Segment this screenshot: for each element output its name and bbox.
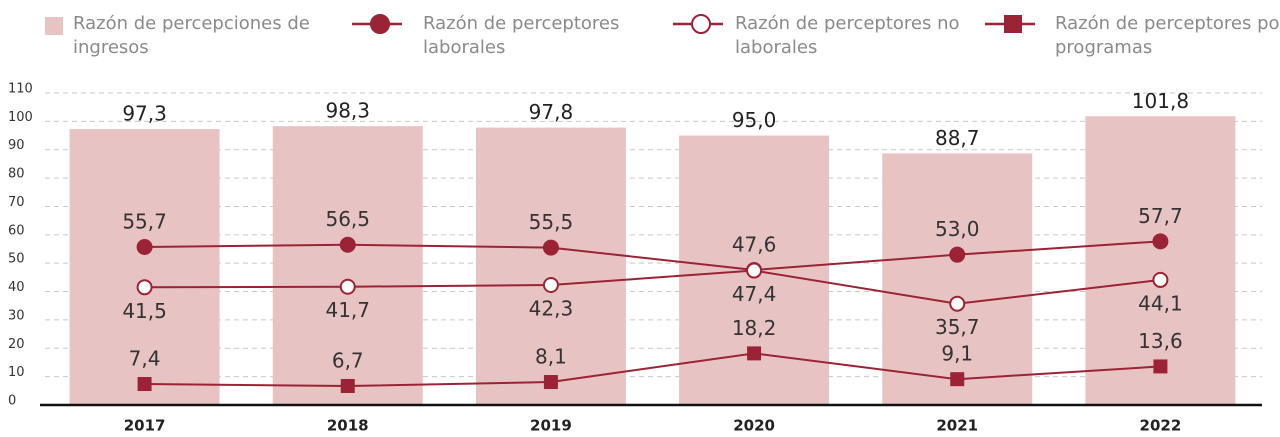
legend-label: Razón de perceptores no laborales [735,13,960,58]
legend-marker [691,14,711,34]
x-tick-label: 2021 [936,417,978,435]
legend-label: Razón de percepciones de ingresos [73,13,310,58]
legend-label: Razón de perceptores laborales [423,13,620,58]
data-label: 35,7 [935,315,980,339]
data-label: 6,7 [332,348,364,372]
y-tick-label: 110 [8,82,33,97]
y-tick-label: 40 [8,280,25,295]
line [144,269,1161,305]
y-tick-label: 60 [8,223,25,238]
point [542,239,559,256]
point [950,372,965,387]
y-tick-label: 90 [8,138,25,153]
point [949,246,966,263]
legend-swatch [45,17,63,35]
y-tick-label: 0 [8,394,16,409]
point [340,378,355,393]
bar [272,126,423,405]
data-label: 57,7 [1138,204,1183,228]
bar [1085,116,1236,405]
bar [69,129,220,405]
data-label: 56,5 [325,207,370,231]
x-tick-label: 2017 [124,417,166,435]
y-tick-label: 10 [8,365,25,380]
bar [882,153,1033,405]
data-label: 101,8 [1132,89,1189,113]
data-label: 7,4 [129,347,161,371]
data-label: 55,5 [529,210,574,234]
data-label: 13,6 [1138,329,1183,353]
data-label: 41,7 [325,298,370,322]
point [136,279,153,296]
line [144,352,1161,387]
x-tick-label: 2022 [1140,417,1182,435]
point [949,295,966,312]
point [747,346,762,361]
legend-marker [370,14,390,34]
data-label: 53,0 [935,217,980,241]
x-tick-label: 2020 [733,417,775,435]
legend-marker [1004,15,1022,33]
y-tick-label: 100 [8,110,33,125]
point [746,262,763,279]
data-label: 47,4 [732,282,777,306]
data-label: 42,3 [529,297,574,321]
x-tick-label: 2019 [530,417,572,435]
data-label: 55,7 [122,210,167,234]
line [144,240,1161,271]
data-label: 44,1 [1138,291,1183,315]
data-label: 41,5 [122,299,167,323]
data-label: 9,1 [941,342,973,366]
y-tick-label: 50 [8,252,25,267]
data-label: 18,2 [732,316,777,340]
point [1152,233,1169,250]
point [543,375,558,390]
y-tick-label: 70 [8,195,25,210]
y-tick-label: 30 [8,308,25,323]
point [137,377,152,392]
data-label: 98,3 [325,99,370,123]
y-tick-label: 20 [8,337,25,352]
legend-label: Razón de perceptores por programas [1055,13,1280,58]
point [339,278,356,295]
point [1153,359,1168,374]
point [136,239,153,256]
point [542,277,559,294]
x-tick-label: 2018 [327,417,369,435]
y-tick-label: 80 [8,167,25,182]
data-label: 97,3 [122,102,167,126]
data-label: 88,7 [935,126,980,150]
data-label: 95,0 [732,108,777,132]
bar [475,127,626,405]
data-label: 97,8 [529,100,574,124]
data-label: 8,1 [535,345,567,369]
point [339,236,356,253]
point [1152,271,1169,288]
data-label: 47,6 [732,232,777,256]
